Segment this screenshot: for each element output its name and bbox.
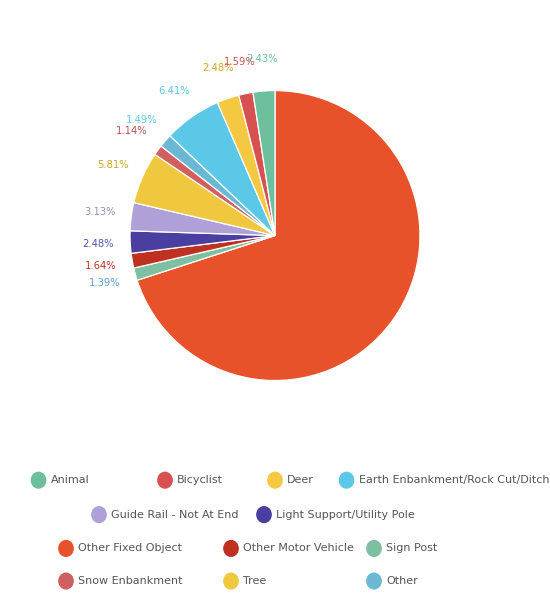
Wedge shape bbox=[134, 236, 275, 280]
Text: Earth Enbankment/Rock Cut/Ditch: Earth Enbankment/Rock Cut/Ditch bbox=[359, 475, 549, 485]
Text: 2.48%: 2.48% bbox=[202, 63, 233, 73]
Wedge shape bbox=[130, 231, 275, 253]
Wedge shape bbox=[155, 146, 275, 236]
Wedge shape bbox=[217, 95, 275, 236]
Wedge shape bbox=[131, 236, 275, 268]
Text: 1.14%: 1.14% bbox=[116, 126, 148, 137]
Text: Deer: Deer bbox=[287, 475, 314, 485]
Text: 5.81%: 5.81% bbox=[97, 160, 129, 170]
Text: 1.49%: 1.49% bbox=[125, 115, 157, 125]
Text: 70.01%: 70.01% bbox=[174, 321, 217, 330]
Wedge shape bbox=[134, 155, 275, 236]
Text: 2.43%: 2.43% bbox=[246, 54, 277, 64]
Text: Bicyclist: Bicyclist bbox=[177, 475, 223, 485]
Text: Snow Enbankment: Snow Enbankment bbox=[78, 576, 183, 586]
Text: Other: Other bbox=[386, 576, 418, 586]
Text: Light Support/Utility Pole: Light Support/Utility Pole bbox=[276, 510, 415, 519]
Wedge shape bbox=[161, 136, 275, 236]
Text: Other Fixed Object: Other Fixed Object bbox=[78, 544, 182, 553]
Wedge shape bbox=[137, 91, 420, 381]
Wedge shape bbox=[239, 92, 275, 236]
Wedge shape bbox=[130, 202, 275, 236]
Text: Guide Rail - Not At End: Guide Rail - Not At End bbox=[111, 510, 239, 519]
Text: 3.13%: 3.13% bbox=[84, 207, 115, 217]
Text: 2.48%: 2.48% bbox=[82, 239, 114, 249]
Text: 6.41%: 6.41% bbox=[158, 86, 190, 95]
Text: 1.64%: 1.64% bbox=[85, 262, 117, 271]
Text: Sign Post: Sign Post bbox=[386, 544, 437, 553]
Text: 1.59%: 1.59% bbox=[223, 57, 255, 67]
Text: Animal: Animal bbox=[51, 475, 89, 485]
Text: Other Motor Vehicle: Other Motor Vehicle bbox=[243, 544, 354, 553]
Wedge shape bbox=[170, 103, 275, 236]
Text: 1.39%: 1.39% bbox=[89, 278, 120, 288]
Wedge shape bbox=[253, 91, 275, 236]
Text: Tree: Tree bbox=[243, 576, 266, 586]
